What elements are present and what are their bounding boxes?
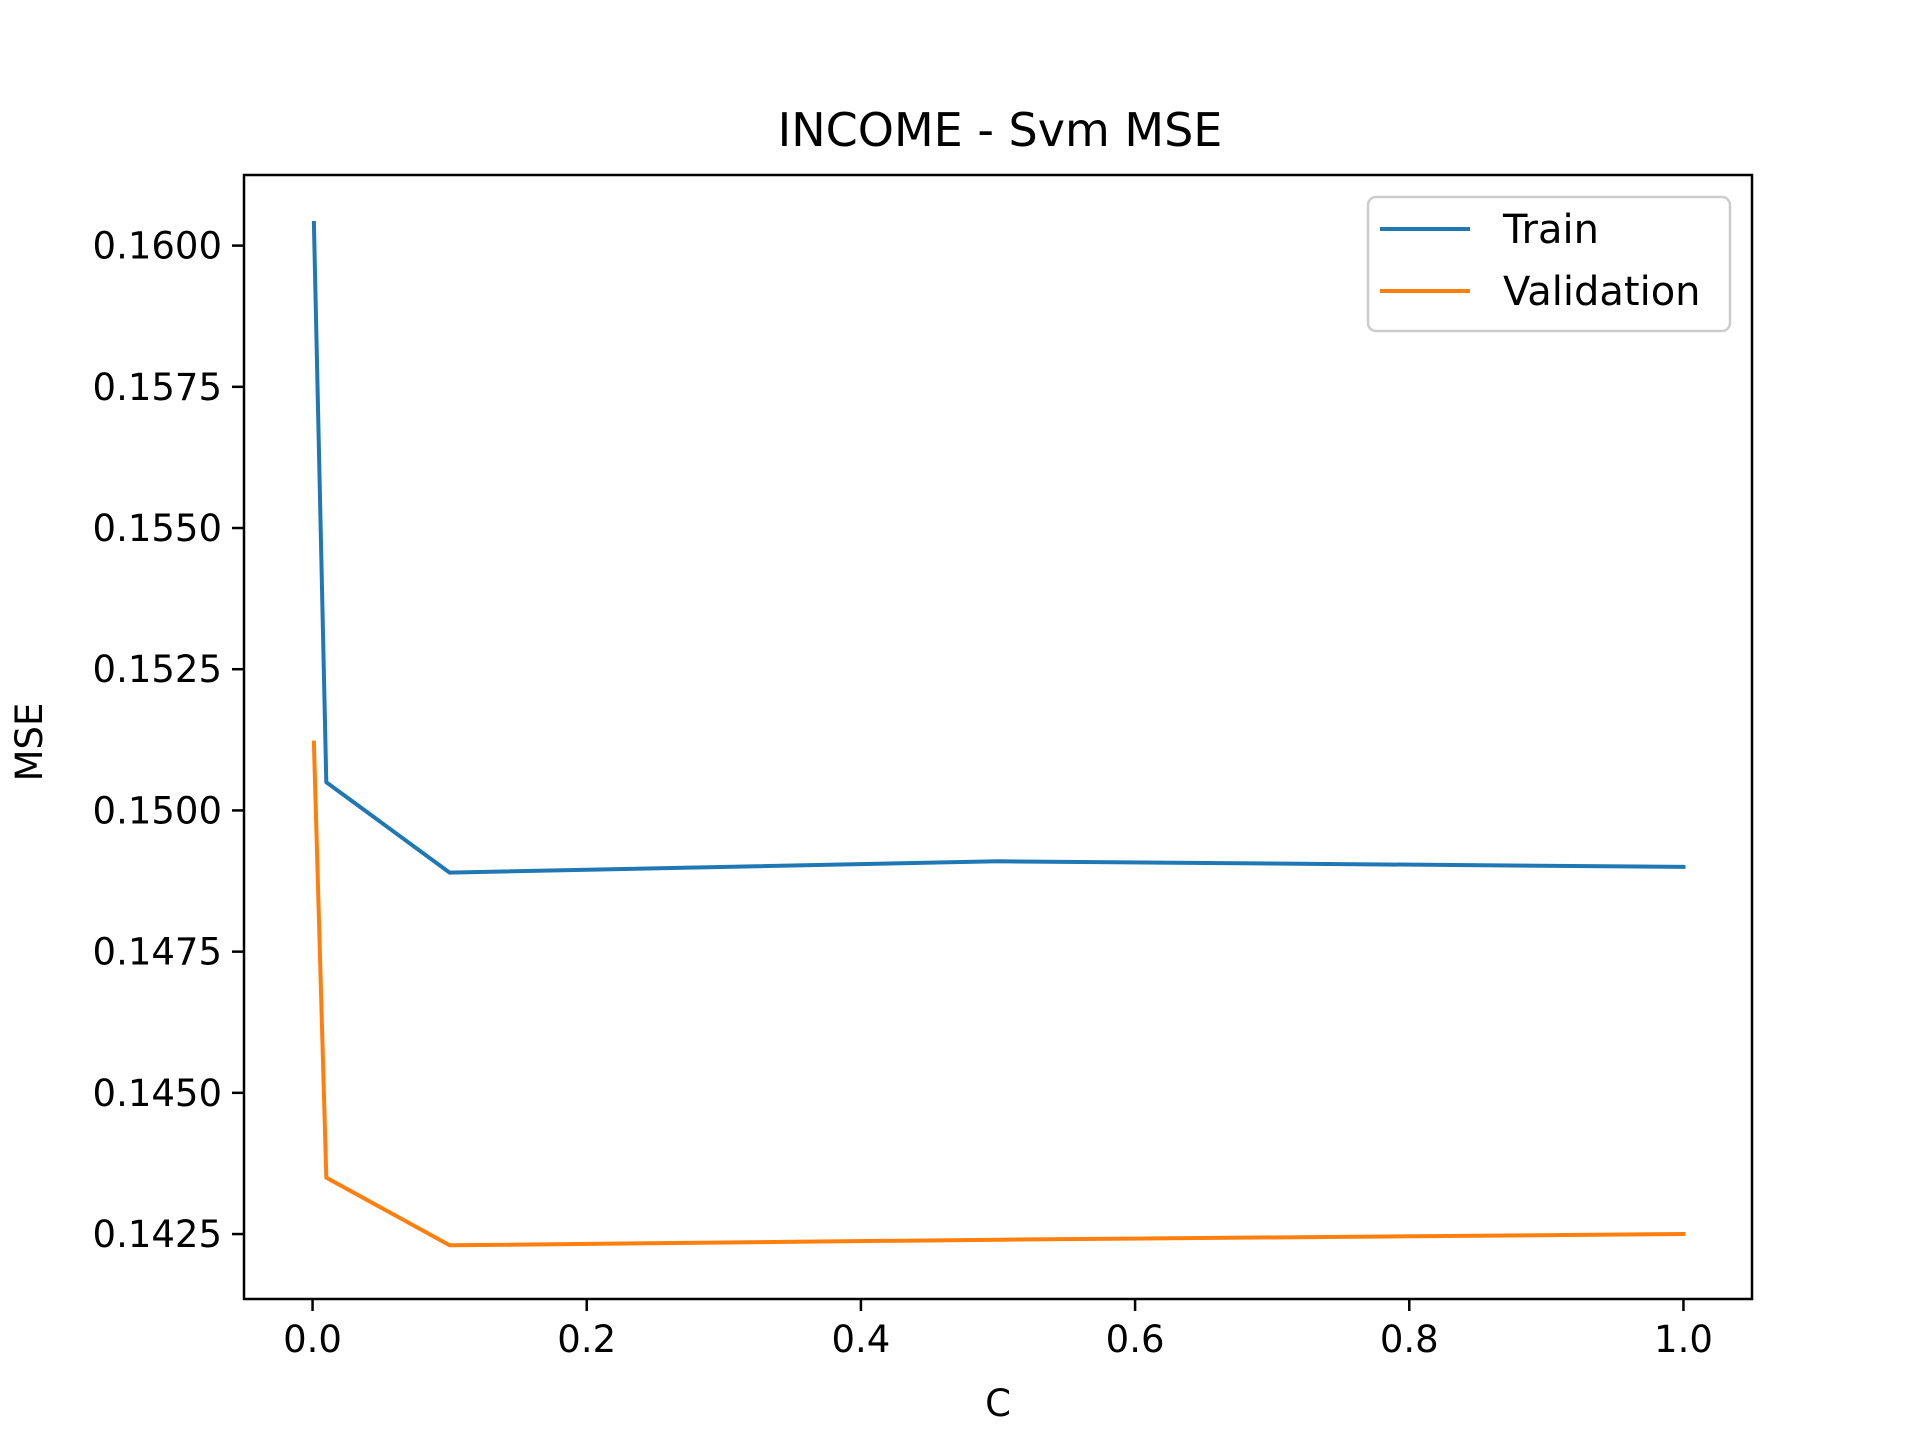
y-axis-label: MSE	[8, 703, 51, 782]
x-tick-label: 0.4	[831, 1318, 890, 1361]
legend-items: Train Validation	[1380, 207, 1701, 315]
x-tick-label: 0.2	[557, 1318, 616, 1361]
x-tick-label: 0.6	[1106, 1318, 1165, 1361]
y-axis-ticks: 0.1425 0.1450 0.1475 0.1500 0.1525 0.1550 0.15…	[93, 225, 244, 1256]
axes-frame	[242, 173, 1754, 1301]
legend-label-train: Train	[1502, 207, 1599, 253]
series-line-train	[311, 220, 1686, 875]
y-tick-label: 0.1500	[93, 789, 222, 832]
x-tick-label: 0.0	[283, 1318, 342, 1361]
series-layer	[311, 220, 1686, 1248]
x-tick-label: 1.0	[1654, 1318, 1713, 1361]
x-tick-label: 0.8	[1380, 1318, 1439, 1361]
legend: Train Validation	[1366, 195, 1732, 333]
legend-label-validation: Validation	[1503, 269, 1701, 315]
y-tick-label: 0.1425	[93, 1213, 222, 1256]
series-line-validation	[311, 740, 1686, 1248]
y-tick-label: 0.1450	[93, 1072, 222, 1115]
y-tick-label: 0.1525	[93, 648, 222, 691]
x-axis-label: C	[985, 1382, 1011, 1425]
y-tick-label: 0.1475	[93, 931, 222, 974]
chart-title: INCOME - Svm MSE	[778, 103, 1223, 157]
y-tick-label: 0.1575	[93, 366, 222, 409]
plot-area	[242, 173, 1754, 1301]
y-tick-label: 0.1600	[93, 225, 222, 268]
x-axis-ticks: 0.0 0.2 0.4 0.6 0.8 1.0	[283, 1299, 1713, 1361]
y-tick-label: 0.1550	[93, 507, 222, 550]
